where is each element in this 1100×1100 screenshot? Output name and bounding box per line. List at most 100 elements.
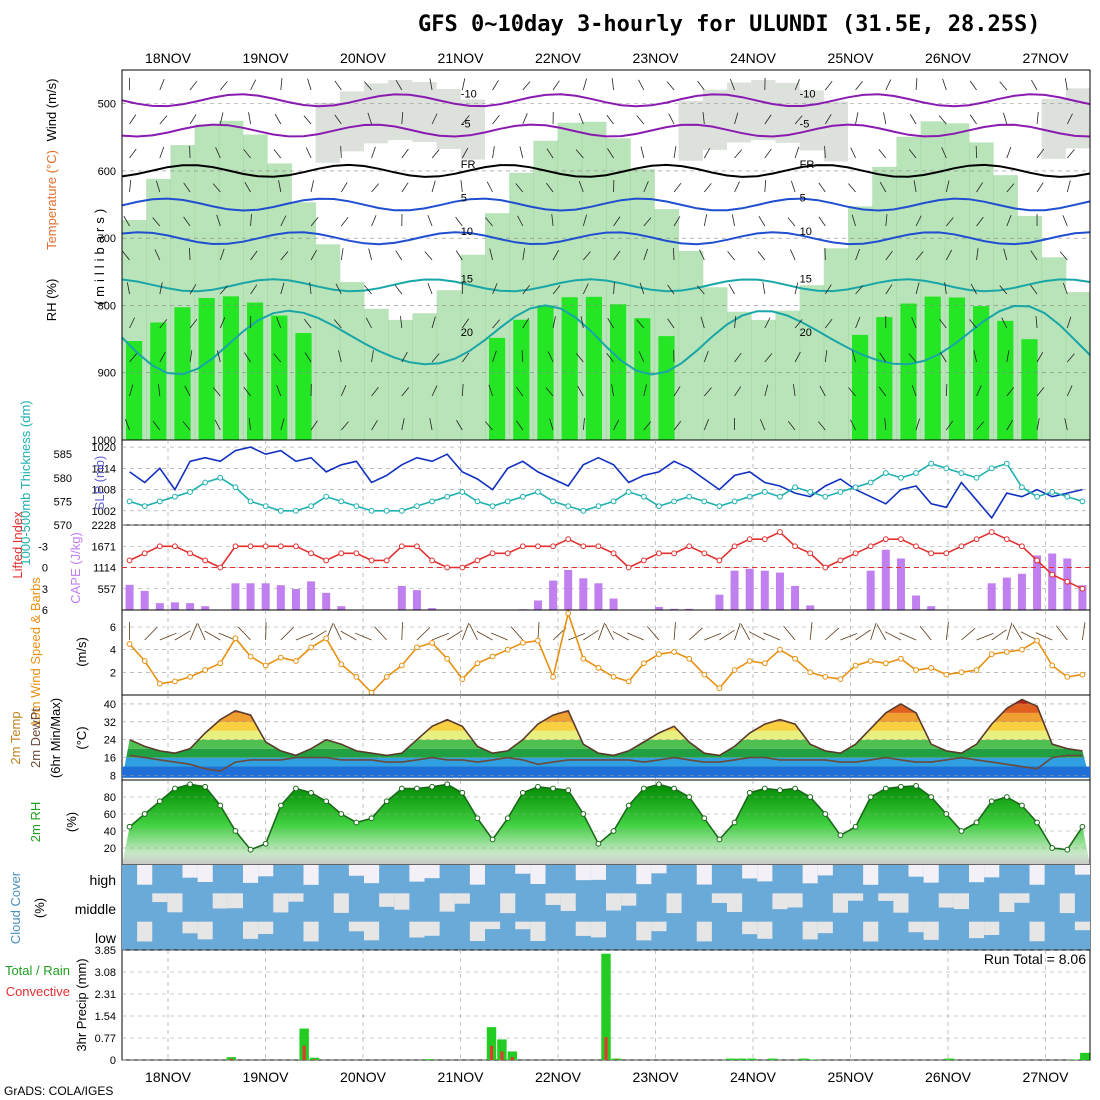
rh2m-point xyxy=(172,785,178,792)
cape-bar xyxy=(594,583,603,610)
surface-wind-barb xyxy=(976,633,994,641)
cloud-label: Cloud Cover xyxy=(8,871,23,944)
wind-barb xyxy=(945,249,953,261)
wind-barb xyxy=(1066,180,1071,193)
cape-bar xyxy=(1002,577,1011,610)
wind-barb xyxy=(728,283,735,295)
rh-mid-level-area xyxy=(702,89,727,150)
wind-barb xyxy=(184,385,191,397)
rh-high-area xyxy=(222,296,239,440)
surface-wind-barb xyxy=(416,627,431,641)
wind-barb xyxy=(159,146,165,159)
thickness-point xyxy=(943,465,950,472)
thickness-point xyxy=(1003,460,1010,467)
lifted-index-point xyxy=(565,536,572,543)
slp-tick: 1002 xyxy=(92,506,116,518)
cape-bar xyxy=(1017,573,1026,610)
wind-speed-point xyxy=(429,639,435,646)
wind-barb xyxy=(908,149,917,159)
rh-area xyxy=(702,287,728,440)
wind-speed-point xyxy=(580,655,587,662)
wind-barb xyxy=(824,350,828,363)
top-day-label: 25NOV xyxy=(828,50,875,66)
wind-speed-point xyxy=(141,658,148,664)
cloud-gap xyxy=(923,921,939,940)
rh-mid-level-area xyxy=(1065,88,1090,149)
thickness-point xyxy=(988,465,995,472)
wind-barb xyxy=(915,251,924,261)
wind-speed-point xyxy=(746,658,753,664)
thickness-point xyxy=(792,484,798,491)
lifted-index-point xyxy=(1003,536,1010,543)
wind-barb xyxy=(522,113,528,125)
bottom-day-label: 24NOV xyxy=(730,1069,777,1085)
cloud-gap xyxy=(969,865,985,883)
lifted-index-point xyxy=(338,550,345,557)
thickness-tick: 575 xyxy=(54,496,72,508)
rh2m-point xyxy=(232,828,239,834)
wind-barb xyxy=(848,387,856,397)
wind-speed-point xyxy=(444,655,451,662)
lifted-index-point xyxy=(671,550,677,557)
lifted-index-point xyxy=(882,536,889,543)
cloud-gap xyxy=(863,921,879,942)
cape-bar xyxy=(412,590,421,610)
cape-bar xyxy=(927,606,936,610)
contour-label: 5 xyxy=(800,193,806,205)
cloud-gap xyxy=(1059,893,1075,914)
wind-barb xyxy=(969,319,977,329)
rh2m-point xyxy=(913,783,919,789)
lifted-index-point xyxy=(293,543,299,550)
wind-barb xyxy=(970,283,977,295)
wind-speed-point xyxy=(943,671,950,678)
wind-barb xyxy=(794,115,803,125)
rh-high-area xyxy=(271,315,288,440)
cape-bar xyxy=(1048,553,1057,610)
slp-tick: 1014 xyxy=(92,463,116,475)
cape-bar xyxy=(201,606,210,610)
wind-barb xyxy=(945,420,954,431)
li-tick: 3 xyxy=(42,584,48,596)
bottom-day-label: 21NOV xyxy=(438,1069,485,1085)
cloud-gap xyxy=(666,893,682,914)
upper-y-tick: 1000 xyxy=(92,435,116,447)
thickness-point xyxy=(867,479,874,486)
wind-barb xyxy=(643,384,647,397)
upper-air-panel: 500 600 700 800 900 1000 -10 -10 -5 -5 FR FR 5 5 10 10 1… xyxy=(44,69,1091,447)
lifted-index-point xyxy=(867,543,874,550)
surface-wind-barb xyxy=(144,626,158,641)
wind-barb xyxy=(516,420,524,431)
rh2m-point xyxy=(595,840,602,847)
wind-barb xyxy=(310,420,318,431)
wind-barb xyxy=(486,181,493,193)
wind-barb xyxy=(817,421,826,431)
contour-label: 5 xyxy=(461,193,467,205)
cloud-gap xyxy=(651,865,667,874)
wind-barb xyxy=(855,112,859,125)
surface-wind-barb xyxy=(174,630,191,641)
wind10m-panel-frame xyxy=(121,609,1091,696)
wind-barb xyxy=(129,384,134,397)
lifted-index-point xyxy=(550,543,556,550)
surface-wind-barb xyxy=(740,623,751,641)
cape-bar xyxy=(397,585,406,610)
precip-total-bar xyxy=(1080,1052,1090,1060)
wind-barb xyxy=(576,353,584,363)
cape-bar xyxy=(564,569,573,610)
wind-barb xyxy=(636,319,645,329)
cloud-gap xyxy=(908,865,924,877)
cape-bar xyxy=(745,568,754,610)
wind-speed-point xyxy=(1079,671,1086,678)
wind-barb xyxy=(1036,148,1045,159)
rh2m-point xyxy=(1019,802,1025,809)
wind-barb xyxy=(818,216,826,227)
thickness-tick: 580 xyxy=(54,473,72,485)
wind-barb xyxy=(334,114,342,125)
wind-barb xyxy=(668,113,675,125)
wind-barb xyxy=(824,284,832,295)
wind-barb xyxy=(280,418,285,431)
wind-barb xyxy=(611,78,614,91)
wind-speed-point xyxy=(792,655,798,662)
wind-barb xyxy=(333,319,342,329)
surface-wind-barb xyxy=(1035,632,1053,641)
